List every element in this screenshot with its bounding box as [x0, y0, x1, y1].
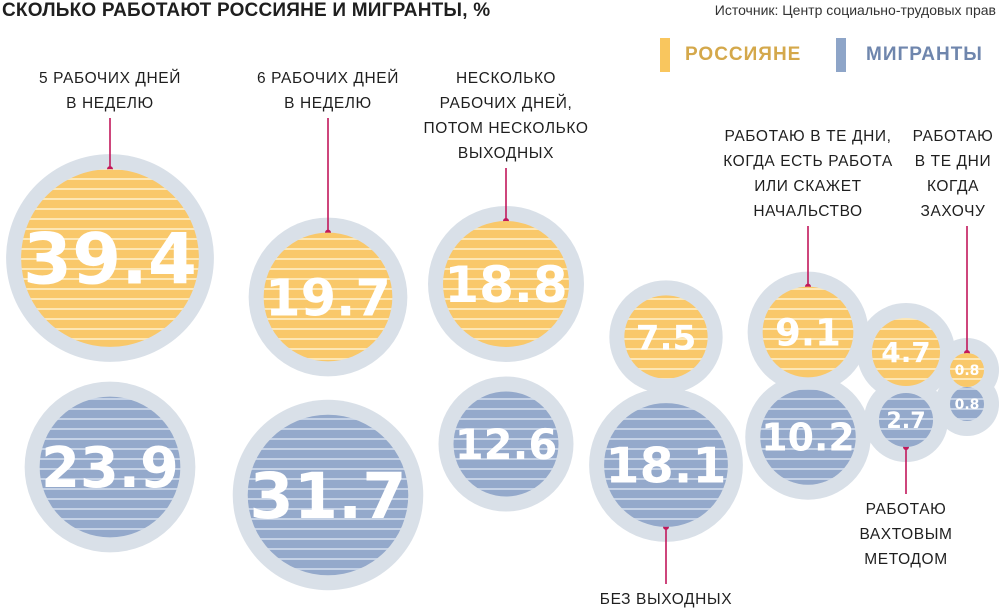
- bubble-migrants: [453, 391, 559, 497]
- legend-swatch-migrants: [836, 38, 846, 72]
- bubble-russians: [263, 232, 393, 362]
- value-label-russians: 4.7: [881, 336, 930, 369]
- category-label-line: ВАХТОВЫМ: [859, 526, 952, 543]
- value-labels: 39.4 23.9 19.7 31.7 18.8 12.6 7.5 18.1 9.1 10.2 4.…: [23, 218, 979, 534]
- bubbles: [21, 169, 985, 576]
- bubble-russians: [949, 352, 985, 388]
- category-label-line: ИЛИ СКАЖЕТ: [754, 178, 861, 195]
- chart-title: СКОЛЬКО РАБОТАЮТ РОССИЯНЕ И МИГРАНТЫ, %: [2, 0, 491, 21]
- category-label-line: МЕТОДОМ: [864, 551, 947, 568]
- bubble-russians: [443, 221, 569, 347]
- bubble-migrants: [878, 392, 934, 448]
- value-label-russians: 39.4: [23, 218, 197, 300]
- bubble-russians: [871, 317, 941, 387]
- bubble-migrants: [247, 414, 409, 576]
- bubble-russians: [762, 286, 854, 378]
- value-label-russians: 0.8: [955, 363, 980, 379]
- category-label-line: 5 РАБОЧИХ ДНЕЙ: [39, 69, 181, 87]
- category-label-line: РАБОТАЮ: [866, 501, 947, 518]
- value-label-russians: 19.7: [265, 269, 391, 328]
- category-label-line: 6 РАБОЧИХ ДНЕЙ: [257, 69, 399, 87]
- category-labels: 5 РАБОЧИХ ДНЕЙ В НЕДЕЛЮ 6 РАБОЧИХ ДНЕЙ В НЕ…: [39, 69, 993, 608]
- legend-swatch-russians: [660, 38, 670, 72]
- bubble-migrants: [949, 386, 985, 422]
- value-label-migrants: 0.8: [955, 397, 980, 413]
- category-label-line: РАБОТАЮ: [913, 128, 994, 145]
- value-label-migrants: 2.7: [886, 408, 925, 434]
- category-label-line: В НЕДЕЛЮ: [284, 95, 372, 112]
- category-label-line: ПОТОМ НЕСКОЛЬКО: [424, 120, 589, 137]
- legend-label-migrants: МИГРАНТЫ: [866, 44, 983, 65]
- bubble-migrants: [39, 396, 181, 538]
- value-label-russians: 18.8: [444, 256, 567, 314]
- category-label-line: РАБОТАЮ В ТЕ ДНИ,: [724, 128, 891, 145]
- value-label-russians: 9.1: [775, 310, 841, 354]
- bubble-russians: [624, 295, 708, 379]
- value-label-migrants: 12.6: [455, 420, 558, 469]
- category-label-line: В ТЕ ДНИ: [915, 153, 991, 170]
- source-note: Источник: Центр социально-трудовых прав: [714, 2, 996, 18]
- category-label-line: ЗАХОЧУ: [920, 203, 985, 220]
- bubble-russians: [21, 169, 199, 347]
- leader-lines: [107, 118, 970, 584]
- value-label-migrants: 31.7: [249, 460, 406, 534]
- bubble-migrants: [604, 403, 728, 527]
- category-label-line: В НЕДЕЛЮ: [66, 95, 154, 112]
- category-label-line: КОГДА: [927, 178, 979, 195]
- category-label-line: КОГДА ЕСТЬ РАБОТА: [723, 153, 893, 170]
- bubble-migrants: [760, 389, 856, 485]
- value-label-migrants: 10.2: [761, 416, 855, 460]
- value-label-migrants: 23.9: [41, 436, 179, 501]
- category-label-line: НЕСКОЛЬКО: [456, 70, 556, 87]
- legend-label-russians: РОССИЯНЕ: [685, 44, 802, 65]
- value-label-russians: 7.5: [636, 318, 697, 358]
- category-label-line: БЕЗ ВЫХОДНЫХ: [600, 591, 732, 608]
- category-label-line: РАБОЧИХ ДНЕЙ,: [440, 94, 573, 112]
- value-label-migrants: 18.1: [605, 437, 726, 495]
- category-label-line: НАЧАЛЬСТВО: [753, 203, 862, 220]
- category-label-line: ВЫХОДНЫХ: [458, 145, 554, 162]
